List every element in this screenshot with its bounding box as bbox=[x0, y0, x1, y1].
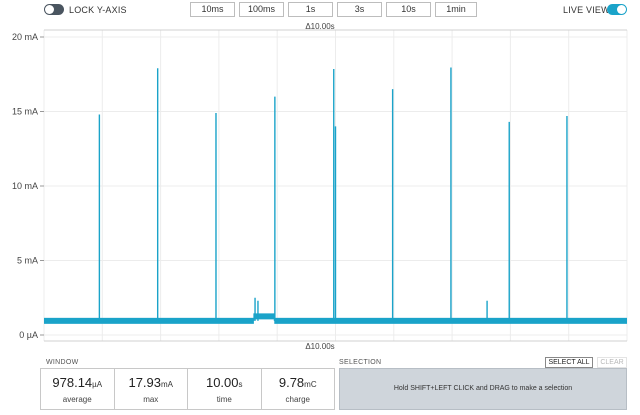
stat-charge: 9.78mC charge bbox=[262, 369, 335, 409]
range-3s-button[interactable]: 3s bbox=[337, 2, 382, 17]
y-tick-label: 5 mA bbox=[17, 256, 38, 266]
charge-label: charge bbox=[285, 395, 310, 404]
window-section-label: WINDOW bbox=[46, 359, 79, 366]
time-span-top: Δ10.00s bbox=[305, 22, 335, 31]
current-chart[interactable]: 20 mA 15 mA 10 mA 5 mA 0 µA bbox=[0, 0, 640, 356]
charge-value: 9.78 bbox=[278, 375, 305, 390]
range-10s-button[interactable]: 10s bbox=[386, 2, 431, 17]
average-unit: µA bbox=[92, 380, 103, 389]
live-view-label: LIVE VIEW bbox=[563, 5, 610, 15]
max-label: max bbox=[143, 395, 159, 404]
max-value: 17.93 bbox=[128, 375, 162, 390]
elevated-segment bbox=[253, 313, 275, 320]
time-label: time bbox=[216, 395, 232, 404]
live-view-toggle[interactable] bbox=[607, 4, 627, 15]
range-1min-button[interactable]: 1min bbox=[435, 2, 477, 17]
select-all-button[interactable]: SELECT ALL bbox=[545, 357, 593, 368]
time-value: 10.00 bbox=[205, 375, 239, 390]
y-tick-label: 10 mA bbox=[12, 181, 38, 191]
selection-area[interactable]: Hold SHIFT+LEFT CLICK and DRAG to make a… bbox=[339, 368, 627, 410]
stat-time: 10.00s time bbox=[188, 369, 262, 409]
range-10ms-button[interactable]: 10ms bbox=[190, 2, 235, 17]
y-tick-label: 20 mA bbox=[12, 32, 38, 42]
stat-max: 17.93mA max bbox=[115, 369, 188, 409]
window-stats: 978.14µA average 17.93mA max 10.00s time… bbox=[40, 368, 335, 410]
range-1s-button[interactable]: 1s bbox=[288, 2, 333, 17]
time-span-bottom: Δ10.00s bbox=[305, 342, 335, 351]
max-unit: mA bbox=[161, 380, 174, 389]
average-value: 978.14 bbox=[52, 375, 93, 390]
clear-button[interactable]: CLEAR bbox=[597, 357, 627, 368]
lock-y-axis-toggle[interactable] bbox=[44, 4, 64, 15]
current-trace bbox=[44, 67, 627, 324]
baseline-band bbox=[44, 317, 254, 324]
selection-section-label: SELECTION bbox=[339, 359, 382, 366]
time-unit: s bbox=[238, 380, 243, 389]
average-label: average bbox=[62, 395, 92, 404]
y-axis: 20 mA 15 mA 10 mA 5 mA 0 µA bbox=[12, 32, 44, 340]
y-tick-label: 15 mA bbox=[12, 107, 38, 117]
toggle-knob bbox=[617, 5, 626, 14]
range-100ms-button[interactable]: 100ms bbox=[239, 2, 284, 17]
toggle-knob bbox=[45, 5, 54, 14]
toolbar: LOCK Y-AXIS 10ms 100ms 1s 3s 10s 1min LI… bbox=[0, 0, 640, 20]
stat-average: 978.14µA average bbox=[41, 369, 115, 409]
y-tick-label: 0 µA bbox=[19, 330, 38, 340]
lock-y-axis-label: LOCK Y-AXIS bbox=[69, 5, 127, 15]
charge-unit: mC bbox=[304, 380, 317, 389]
